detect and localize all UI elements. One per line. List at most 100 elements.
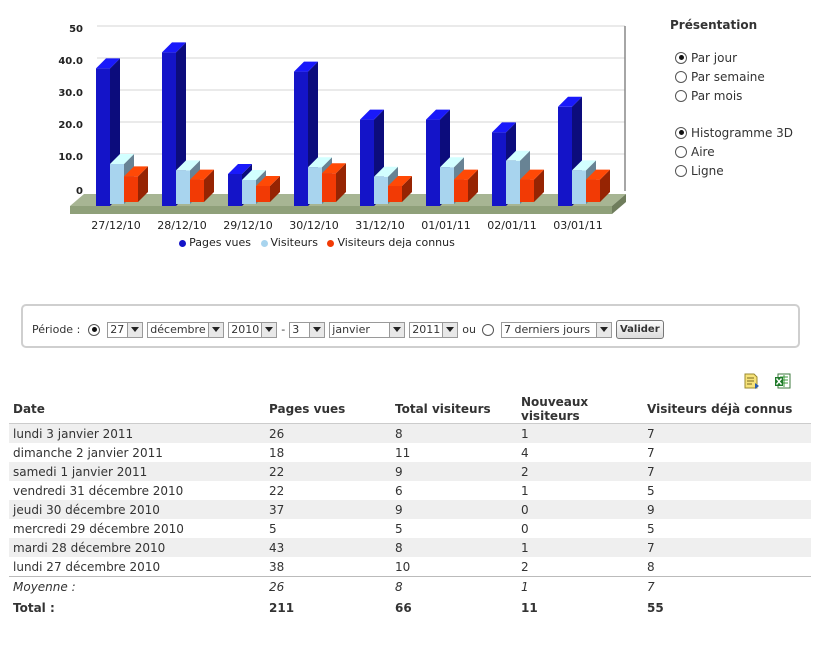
radio-checked-icon[interactable] — [675, 126, 687, 139]
export-excel-icon[interactable] — [774, 372, 792, 390]
bar-2-2 — [256, 186, 270, 202]
radio-unchecked-icon[interactable] — [675, 70, 687, 83]
periode-form: Période : 27 décembre 2010 - 3 janvier 2… — [21, 304, 800, 348]
radio-ligne[interactable]: Ligne — [670, 161, 810, 180]
bar-top — [388, 176, 412, 186]
value-cell: 43 — [265, 538, 391, 557]
radio-checked-icon[interactable] — [675, 51, 687, 64]
average-cell: 26 — [265, 576, 391, 597]
radio-par-mois[interactable]: Par mois — [670, 86, 810, 105]
table-row: lundi 3 janvier 2011 26 8 1 7 — [9, 423, 811, 443]
export-report-icon[interactable] — [742, 372, 760, 390]
y-tick-label: 20.0 — [58, 120, 83, 131]
bar-1-6 — [506, 160, 520, 204]
to-day-select[interactable]: 3 — [289, 321, 326, 338]
bar-2-1 — [190, 179, 204, 202]
presentation-panel: Présentation Par jour Par semaine Par mo… — [670, 18, 810, 180]
value-cell: 8 — [647, 559, 655, 574]
bar-0-4 — [360, 119, 374, 206]
bar-top — [440, 157, 464, 168]
table-header-row: Date Pages vues Total visiteurs Nouveaux… — [9, 395, 811, 424]
average-label: Moyenne : — [9, 576, 265, 597]
date-cell: vendredi 31 décembre 2010 — [13, 483, 184, 498]
bar-top — [294, 61, 318, 72]
chevron-down-icon — [127, 322, 143, 337]
column-header-pages-vues[interactable]: Pages vues — [265, 395, 391, 424]
from-day-select[interactable]: 27 — [107, 321, 144, 338]
value-cell: 22 — [265, 462, 391, 481]
radio-unchecked-icon[interactable] — [675, 89, 687, 102]
bar-1-3 — [308, 167, 322, 204]
date-cell: dimanche 2 janvier 2011 — [13, 445, 163, 460]
presentation-title: Présentation — [670, 18, 758, 32]
stats-table: Date Pages vues Total visiteurs Nouveaux… — [9, 395, 811, 619]
bar-2-5 — [454, 179, 468, 202]
legend-item-pages-vues: Pages vues — [179, 236, 251, 249]
bar-top — [228, 164, 252, 174]
bar-1-0 — [110, 164, 124, 204]
bar-top — [572, 160, 596, 171]
column-header-total-visiteurs[interactable]: Total visiteurs — [391, 395, 517, 424]
or-label: ou — [462, 323, 476, 336]
bar-0-0 — [96, 68, 110, 207]
value-cell: 0 — [517, 500, 643, 519]
radio-aire[interactable]: Aire — [670, 142, 810, 161]
value-cell: 0 — [521, 521, 529, 536]
value-cell: 5 — [269, 521, 277, 536]
bar-0-7 — [558, 106, 572, 206]
x-tick-label: 30/12/10 — [289, 219, 338, 232]
value-cell: 11 — [395, 445, 411, 460]
bar-top — [110, 154, 134, 164]
bar-1-4 — [374, 176, 388, 204]
table-row: jeudi 30 décembre 2010 37 9 0 9 — [9, 500, 811, 519]
average-cell: 8 — [391, 576, 517, 597]
bar-top — [176, 160, 200, 171]
average-cell: 7 — [643, 576, 811, 597]
x-tick-label: 29/12/10 — [223, 219, 272, 232]
chart: 0 10.0 20.0 30.0 40.0 50 27/12/10 28/12/10 29/12… — [0, 0, 640, 270]
bar-top — [586, 169, 610, 180]
radio-periode-preset[interactable] — [481, 323, 494, 336]
column-header-date[interactable]: Date — [9, 395, 265, 424]
x-tick-label: 28/12/10 — [157, 219, 206, 232]
radio-par-semaine[interactable]: Par semaine — [670, 67, 810, 86]
value-cell: 9 — [391, 462, 517, 481]
preset-select[interactable]: 7 derniers jours — [500, 321, 612, 338]
chart-legend: Pages vues Visiteurs Visiteurs deja conn… — [0, 236, 640, 249]
x-tick-label: 27/12/10 — [91, 219, 140, 232]
valider-button[interactable]: Valider — [615, 320, 664, 339]
bar-top — [360, 109, 384, 120]
bar-2-4 — [388, 186, 402, 202]
radio-unchecked-icon[interactable] — [675, 164, 687, 177]
radio-par-jour[interactable]: Par jour — [670, 48, 810, 67]
chevron-down-icon — [208, 322, 224, 337]
value-cell: 7 — [647, 445, 655, 460]
to-month-select[interactable]: janvier — [329, 321, 406, 338]
bar-side — [468, 169, 478, 202]
column-header-nouveaux-visiteurs[interactable]: Nouveaux visiteurs — [517, 395, 643, 424]
value-cell: 8 — [391, 538, 517, 557]
column-header-visiteurs-deja-connus[interactable]: Visiteurs déjà connus — [643, 395, 811, 424]
periode-label: Période : — [32, 323, 81, 336]
bar-top — [162, 42, 186, 53]
value-cell: 6 — [395, 483, 403, 498]
table-row: samedi 1 janvier 2011 22 9 2 7 — [9, 462, 811, 481]
radio-unchecked-icon[interactable] — [675, 145, 687, 158]
radio-periode-range[interactable] — [88, 323, 101, 336]
chart-floor — [70, 194, 626, 206]
radio-histogramme-3d[interactable]: Histogramme 3D — [670, 123, 810, 142]
average-cell: 1 — [517, 576, 643, 597]
bar-top — [242, 170, 266, 180]
x-tick-label: 03/01/11 — [553, 219, 602, 232]
value-cell: 7 — [643, 538, 811, 557]
bar-top — [256, 176, 280, 186]
bar-top — [492, 122, 516, 133]
chevron-down-icon — [389, 322, 405, 337]
from-month-select[interactable]: décembre — [147, 321, 225, 338]
total-cell: 66 — [395, 601, 412, 615]
bar-side — [204, 169, 214, 202]
from-year-select[interactable]: 2010 — [228, 321, 278, 338]
to-year-select[interactable]: 2011 — [409, 321, 459, 338]
bar-2-6 — [520, 179, 534, 202]
bar-top — [506, 150, 530, 161]
